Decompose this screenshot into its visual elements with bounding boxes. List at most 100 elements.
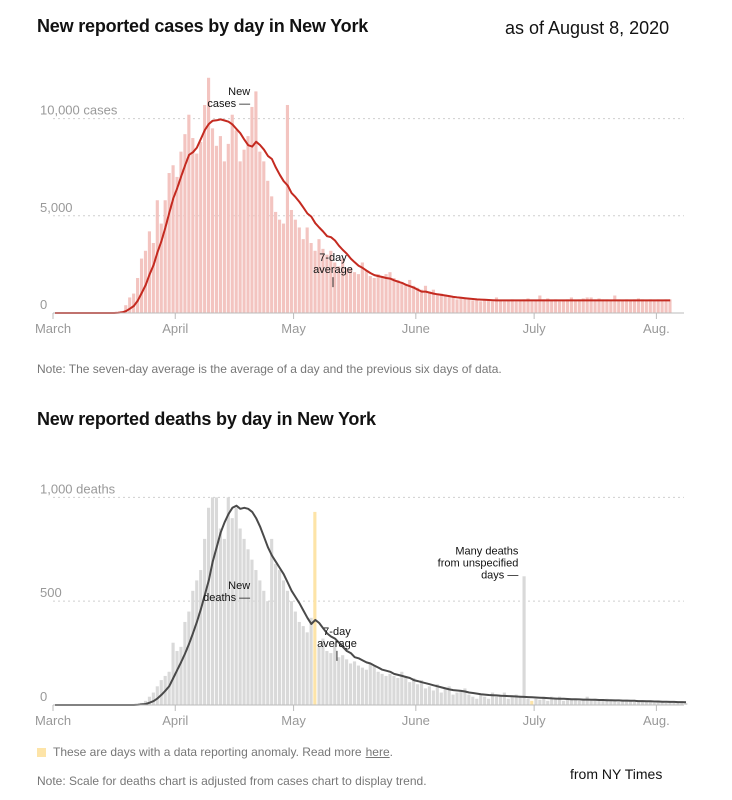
data-bar	[171, 642, 175, 705]
data-bar	[171, 165, 175, 313]
data-bar	[317, 239, 321, 313]
data-bar	[297, 227, 301, 313]
cases-chart-title: New reported cases by day in New York	[37, 16, 369, 36]
data-bar	[313, 250, 317, 313]
data-bar	[203, 104, 207, 313]
data-bar	[546, 700, 550, 705]
data-bar	[258, 580, 262, 705]
data-bar	[581, 698, 585, 705]
data-bar	[147, 231, 151, 313]
data-bar	[356, 274, 361, 313]
data-bar	[569, 699, 573, 705]
data-bar	[151, 243, 155, 313]
annotation-text: New	[228, 580, 250, 592]
data-bar	[601, 299, 605, 313]
data-bar	[518, 300, 522, 313]
data-bar	[325, 651, 329, 705]
data-bar	[143, 700, 148, 705]
annotation-text: New	[228, 86, 250, 98]
data-bar	[447, 295, 451, 313]
data-bar	[352, 272, 357, 313]
data-bar	[573, 300, 577, 313]
deaths-chart-title: New reported deaths by day in New York	[37, 409, 376, 429]
data-bar	[632, 701, 637, 705]
data-bar	[554, 299, 558, 313]
data-bar	[656, 299, 660, 313]
y-tick-label: 10,000 cases	[40, 103, 118, 118]
data-bar	[270, 538, 274, 705]
data-bar	[293, 219, 297, 313]
data-bar	[191, 590, 195, 705]
data-bar	[617, 701, 621, 705]
data-bar	[376, 671, 380, 705]
data-bar	[230, 114, 234, 313]
data-bar	[467, 694, 471, 705]
anomaly-bar	[313, 511, 317, 705]
x-tick-label: April	[162, 321, 188, 336]
x-tick-label: June	[402, 321, 430, 336]
annotation-text: average	[317, 638, 357, 650]
x-tick-label: Aug.	[643, 713, 670, 728]
data-bar	[352, 661, 357, 705]
data-bar	[498, 300, 502, 313]
data-bar	[443, 688, 447, 705]
data-bar	[569, 297, 573, 313]
y-tick-label: 500	[40, 585, 62, 600]
data-bar	[285, 104, 290, 313]
data-bar	[621, 700, 625, 705]
anomaly-legend-link[interactable]: here	[365, 745, 390, 759]
data-bar	[625, 699, 629, 705]
data-bar	[364, 669, 368, 705]
data-bar	[266, 180, 270, 313]
data-bar	[258, 151, 262, 313]
data-bar	[337, 657, 341, 705]
data-bar	[124, 305, 128, 313]
data-bar	[396, 279, 400, 313]
data-bar	[672, 702, 676, 705]
data-bar	[277, 570, 282, 705]
data-bar	[605, 299, 609, 313]
data-bar	[136, 278, 140, 313]
data-bar	[565, 299, 570, 313]
data-bar	[498, 694, 502, 705]
data-bar	[195, 580, 199, 705]
data-bar	[550, 300, 554, 313]
data-bar	[640, 299, 644, 313]
data-bar	[175, 176, 179, 313]
data-bar	[199, 141, 203, 313]
data-bar	[345, 659, 349, 705]
data-bar	[636, 700, 641, 705]
data-bar	[360, 262, 364, 313]
data-bar	[234, 507, 238, 705]
data-bar	[187, 611, 191, 705]
data-bar	[459, 690, 463, 705]
data-bar	[577, 299, 581, 313]
data-bar	[132, 293, 136, 313]
data-bar	[561, 300, 566, 313]
data-bar	[644, 300, 648, 313]
data-bar	[506, 300, 510, 313]
data-bar	[522, 299, 526, 313]
data-bar	[380, 673, 384, 705]
data-bar	[392, 675, 396, 705]
data-bar	[262, 161, 266, 313]
data-bar	[139, 258, 144, 313]
data-bar	[337, 266, 341, 313]
data-bar	[218, 136, 222, 313]
data-bar	[443, 294, 447, 313]
data-bar	[317, 646, 321, 705]
data-bar	[542, 299, 546, 313]
data-bar	[368, 276, 372, 313]
data-bar	[408, 682, 412, 705]
data-bar	[546, 298, 550, 313]
data-bar	[423, 285, 428, 313]
data-bar	[668, 701, 672, 705]
anomaly-legend-text: These are days with a data reporting ano…	[53, 745, 362, 759]
source-credit: from NY Times	[570, 766, 663, 782]
data-bar	[455, 299, 459, 313]
data-bar	[281, 580, 286, 705]
deaths-chart: 0 500 1,000 deaths March April May June July Aug…	[35, 481, 688, 728]
data-bar	[207, 77, 211, 313]
data-bar	[270, 196, 274, 313]
